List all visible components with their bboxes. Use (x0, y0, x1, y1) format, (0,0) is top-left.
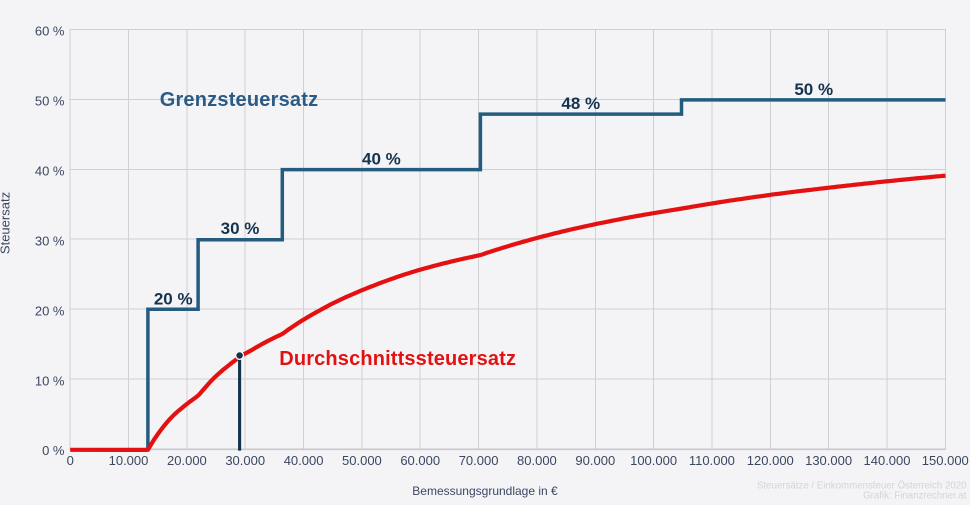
svg-text:130.000: 130.000 (805, 453, 852, 468)
svg-text:Durchschnittssteuersatz: Durchschnittssteuersatz (279, 348, 516, 370)
svg-text:60.000: 60.000 (400, 453, 440, 468)
svg-text:Grafik: Finanzrechner.at: Grafik: Finanzrechner.at (863, 490, 967, 500)
svg-text:150.000: 150.000 (922, 453, 969, 468)
svg-text:48 %: 48 % (561, 94, 600, 113)
svg-text:20 %: 20 % (154, 289, 193, 308)
svg-text:Steuersatz: Steuersatz (0, 192, 13, 254)
svg-text:40 %: 40 % (362, 150, 401, 169)
svg-text:20.000: 20.000 (167, 453, 207, 468)
svg-text:50.000: 50.000 (342, 453, 382, 468)
svg-text:90.000: 90.000 (575, 453, 615, 468)
svg-text:0: 0 (67, 453, 74, 468)
svg-text:30 %: 30 % (221, 219, 260, 238)
svg-text:0 %: 0 % (42, 443, 65, 458)
svg-text:70.000: 70.000 (459, 453, 499, 468)
svg-text:Bemessungsgrundlage in €: Bemessungsgrundlage in € (412, 484, 558, 498)
svg-text:100.000: 100.000 (630, 453, 677, 468)
svg-text:80.000: 80.000 (517, 453, 557, 468)
svg-text:50 %: 50 % (35, 94, 65, 109)
svg-text:50 %: 50 % (794, 80, 833, 99)
svg-text:20 %: 20 % (35, 303, 65, 318)
svg-text:Grenzsteuersatz: Grenzsteuersatz (160, 89, 319, 111)
svg-text:30 %: 30 % (35, 233, 65, 248)
svg-text:40.000: 40.000 (284, 453, 324, 468)
svg-text:Steuersätze / Einkommensteuer: Steuersätze / Einkommensteuer Österreich… (757, 480, 967, 491)
svg-text:10 %: 10 % (35, 373, 65, 388)
svg-text:40 %: 40 % (35, 164, 65, 179)
svg-text:10.000: 10.000 (109, 453, 149, 468)
svg-text:30.000: 30.000 (225, 453, 265, 468)
svg-text:140.000: 140.000 (864, 453, 911, 468)
svg-text:110.000: 110.000 (689, 453, 735, 468)
svg-text:120.000: 120.000 (747, 453, 794, 468)
svg-text:60 %: 60 % (35, 24, 65, 39)
